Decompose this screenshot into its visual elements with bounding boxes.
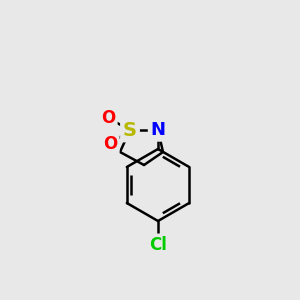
Text: O: O: [101, 109, 115, 127]
Text: S: S: [123, 121, 137, 140]
Text: N: N: [151, 121, 166, 139]
Text: Cl: Cl: [149, 236, 167, 254]
Text: O: O: [103, 135, 117, 153]
